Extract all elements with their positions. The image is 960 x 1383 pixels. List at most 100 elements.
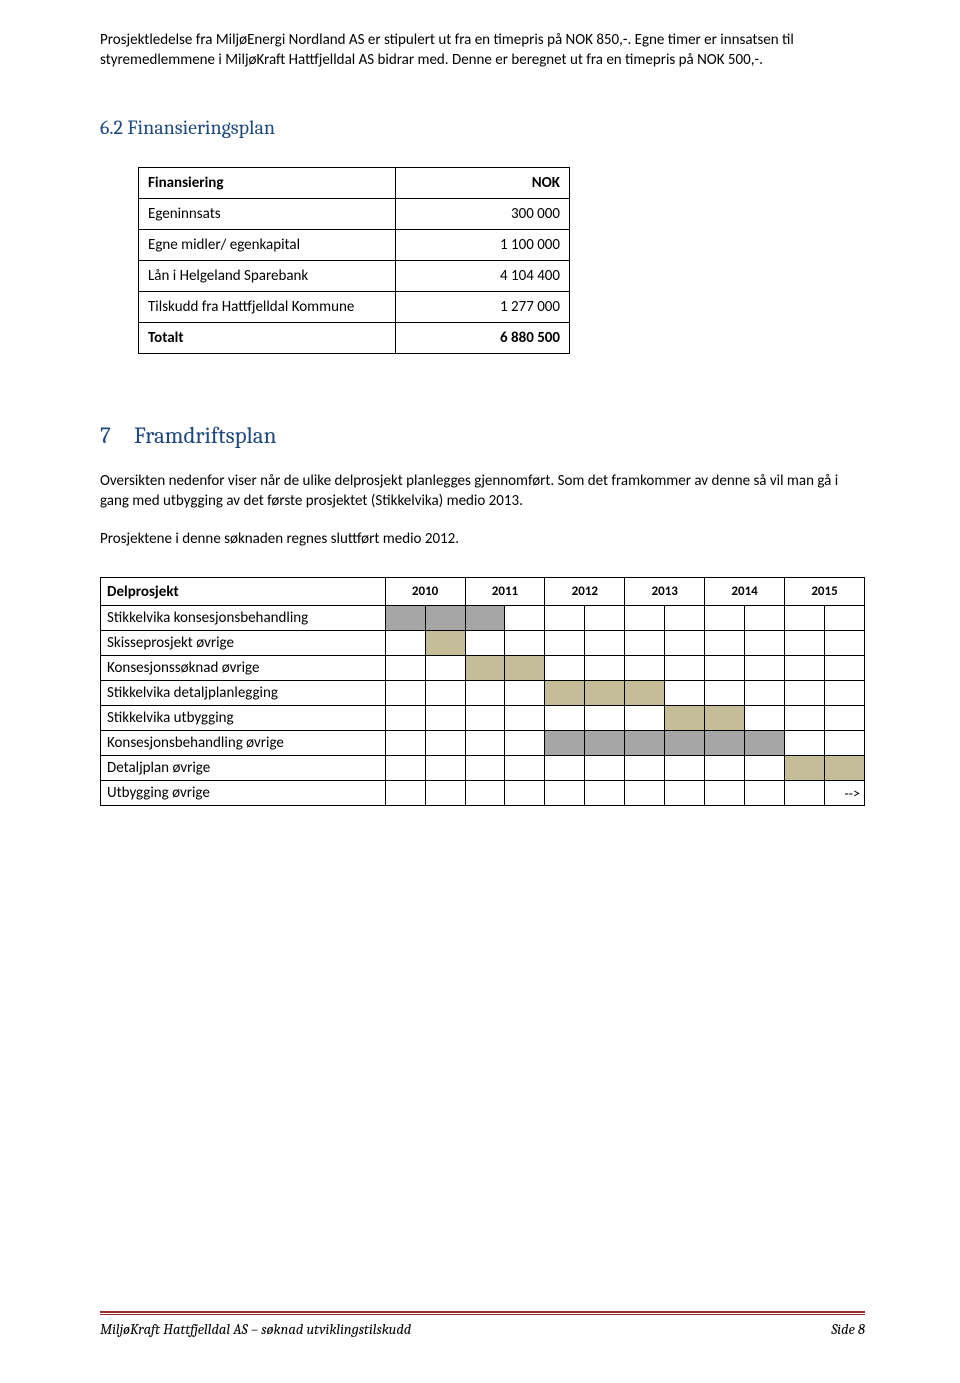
section-7-para-2: Prosjektene i denne søknaden regnes slut… — [100, 529, 865, 549]
gantt-cell — [505, 631, 545, 656]
section-7-para-1: Oversikten nedenfor viser når de ulike d… — [100, 471, 865, 512]
gantt-cell — [785, 606, 825, 631]
gantt-cell — [824, 681, 864, 706]
gantt-cell — [705, 731, 745, 756]
gantt-cell — [465, 631, 505, 656]
gantt-cell — [665, 606, 705, 631]
intro-paragraph: Prosjektledelse fra MiljøEnergi Nordland… — [100, 30, 865, 71]
gantt-row: Konsesjonssøknad øvrige — [101, 656, 865, 681]
gantt-cell — [665, 781, 705, 806]
gantt-cell — [385, 731, 425, 756]
gantt-cell — [545, 781, 585, 806]
gantt-cell — [585, 631, 625, 656]
gantt-cell — [425, 781, 465, 806]
gantt-cell — [745, 606, 785, 631]
fin-header-label: Finansiering — [139, 167, 396, 198]
gantt-cell — [585, 656, 625, 681]
footer-rule-thin — [100, 1314, 865, 1315]
fin-header-value: NOK — [396, 167, 570, 198]
gantt-cell — [824, 656, 864, 681]
gantt-cell — [385, 706, 425, 731]
fin-total-label: Totalt — [139, 322, 396, 353]
gantt-cell — [665, 631, 705, 656]
table-total-row: Totalt 6 880 500 — [139, 322, 570, 353]
gantt-cell — [785, 631, 825, 656]
gantt-cell — [824, 606, 864, 631]
gantt-cell — [785, 681, 825, 706]
gantt-cell — [625, 756, 665, 781]
fin-row-label: Lån i Helgeland Sparebank — [139, 260, 396, 291]
gantt-cell — [425, 706, 465, 731]
gantt-row-label: Konsesjonsbehandling øvrige — [101, 731, 386, 756]
gantt-cell — [625, 606, 665, 631]
gantt-cell — [505, 656, 545, 681]
gantt-cell — [465, 781, 505, 806]
gantt-cell — [745, 656, 785, 681]
gantt-cell — [585, 781, 625, 806]
fin-row-value: 1 277 000 — [396, 291, 570, 322]
gantt-cell — [385, 631, 425, 656]
gantt-year-header: 2013 — [625, 578, 705, 606]
gantt-cell — [625, 656, 665, 681]
gantt-cell — [785, 656, 825, 681]
gantt-cell — [824, 706, 864, 731]
financing-table: Finansiering NOK Egeninnsats 300 000 Egn… — [138, 167, 570, 354]
gantt-header-row: Delprosjekt201020112012201320142015 — [101, 578, 865, 606]
gantt-cell — [385, 681, 425, 706]
gantt-cell — [465, 706, 505, 731]
fin-row-value: 1 100 000 — [396, 229, 570, 260]
gantt-cell — [665, 756, 705, 781]
gantt-cell — [585, 731, 625, 756]
heading-7-title: Framdriftsplan — [134, 422, 276, 449]
gantt-cell — [705, 756, 745, 781]
gantt-cell — [545, 756, 585, 781]
gantt-chart: Delprosjekt201020112012201320142015 Stikk… — [100, 577, 865, 806]
gantt-cell — [385, 606, 425, 631]
gantt-cell — [824, 631, 864, 656]
gantt-cell — [545, 681, 585, 706]
table-row: Egne midler/ egenkapital 1 100 000 — [139, 229, 570, 260]
gantt-label-header: Delprosjekt — [101, 578, 386, 606]
gantt-cell — [785, 706, 825, 731]
gantt-cell — [465, 606, 505, 631]
gantt-cell — [505, 731, 545, 756]
fin-total-value: 6 880 500 — [396, 322, 570, 353]
gantt-cell: --> — [824, 781, 864, 806]
heading-7: 7Framdriftsplan — [100, 422, 865, 449]
heading-7-number: 7 — [100, 422, 134, 449]
gantt-cell — [745, 706, 785, 731]
gantt-cell — [425, 731, 465, 756]
gantt-row: Stikkelvika detaljplanlegging — [101, 681, 865, 706]
gantt-cell — [745, 631, 785, 656]
gantt-cell — [385, 756, 425, 781]
gantt-cell — [505, 606, 545, 631]
gantt-row: Stikkelvika utbygging — [101, 706, 865, 731]
page-footer: MiljøKraft Hattfjelldal AS – søknad utvi… — [100, 1311, 865, 1338]
gantt-cell — [665, 731, 705, 756]
gantt-cell — [505, 781, 545, 806]
gantt-row-label: Stikkelvika detaljplanlegging — [101, 681, 386, 706]
gantt-cell — [705, 656, 745, 681]
gantt-row-label: Detaljplan øvrige — [101, 756, 386, 781]
heading-6-2: 6.2 Finansieringsplan — [100, 116, 865, 139]
gantt-cell — [625, 681, 665, 706]
gantt-cell — [745, 681, 785, 706]
gantt-cell — [425, 606, 465, 631]
fin-row-label: Egne midler/ egenkapital — [139, 229, 396, 260]
fin-row-value: 4 104 400 — [396, 260, 570, 291]
gantt-row-label: Konsesjonssøknad øvrige — [101, 656, 386, 681]
gantt-cell — [425, 656, 465, 681]
gantt-cell — [824, 756, 864, 781]
gantt-cell — [705, 706, 745, 731]
gantt-year-header: 2011 — [465, 578, 545, 606]
gantt-cell — [545, 606, 585, 631]
gantt-cell — [665, 656, 705, 681]
gantt-cell — [545, 731, 585, 756]
gantt-cell — [585, 681, 625, 706]
gantt-year-header: 2015 — [785, 578, 865, 606]
gantt-row: Skisseprosjekt øvrige — [101, 631, 865, 656]
gantt-cell — [585, 756, 625, 781]
gantt-cell — [785, 756, 825, 781]
gantt-cell — [705, 606, 745, 631]
footer-rule-thick — [100, 1311, 865, 1313]
